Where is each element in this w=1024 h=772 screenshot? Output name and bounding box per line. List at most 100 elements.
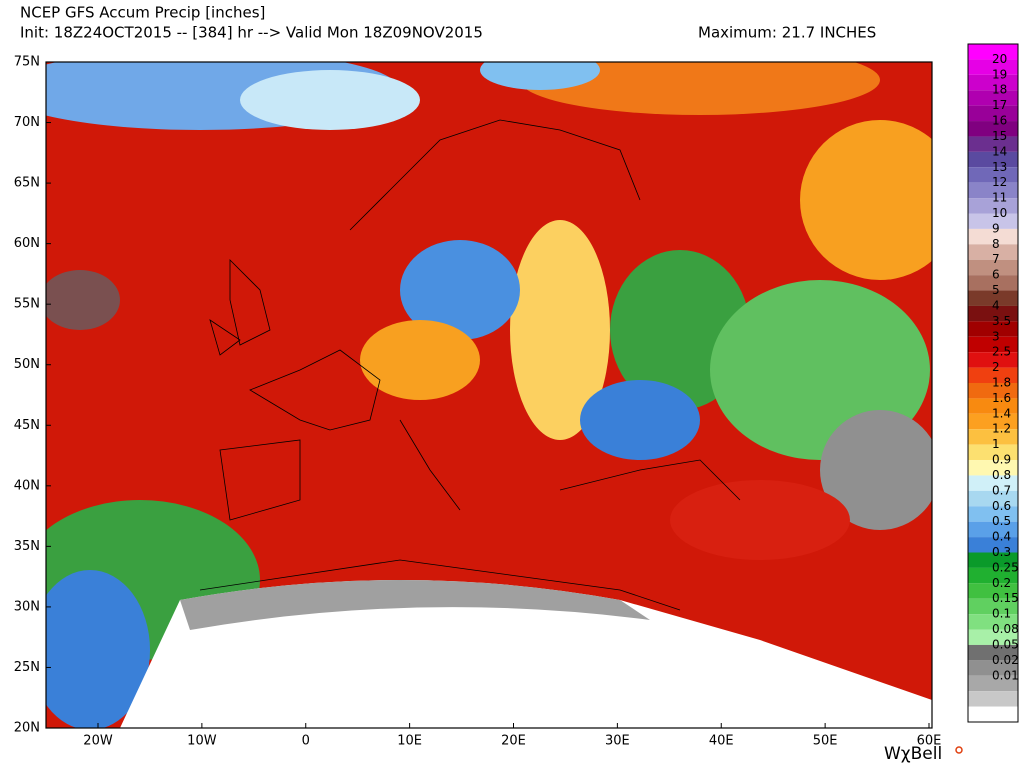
colorbar-label: 1.4 — [992, 406, 1011, 420]
colorbar-label: 0.08 — [992, 622, 1019, 636]
colorbar-label: 0.25 — [992, 560, 1019, 574]
colorbar-label: 12 — [992, 175, 1007, 189]
lon-label: 40E — [709, 734, 734, 749]
colorbar-label: 0.8 — [992, 468, 1011, 482]
colorbar-label: 0.3 — [992, 545, 1011, 559]
colorbar-swatch — [968, 398, 1018, 414]
lat-label: 30N — [14, 599, 40, 614]
colorbar-swatch — [968, 552, 1018, 568]
colorbar-label: 5 — [992, 283, 1000, 297]
colorbar-label: 9 — [992, 221, 1000, 235]
colorbar-swatch — [968, 259, 1018, 276]
lon-label: 30E — [605, 734, 630, 749]
lon-label: 20W — [83, 734, 113, 749]
precip-field — [46, 62, 932, 728]
colorbar-swatch — [968, 121, 1018, 137]
lat-label: 60N — [14, 236, 40, 251]
colorbar-label: 2.5 — [992, 345, 1011, 359]
colorbar-label: 1 — [992, 437, 1000, 451]
lat-label: 45N — [14, 418, 40, 433]
colorbar-swatch — [968, 644, 1018, 661]
colorbar-swatch — [968, 44, 1018, 60]
colorbar-label: 3 — [992, 329, 1000, 343]
colorbar-label: 15 — [992, 129, 1007, 143]
colorbar-label: 4 — [992, 298, 1000, 312]
colorbar-swatch — [968, 521, 1018, 538]
colorbar-swatch — [968, 136, 1018, 152]
colorbar-swatch — [968, 59, 1018, 75]
colorbar-swatch — [968, 444, 1018, 461]
colorbar-swatch — [968, 660, 1018, 676]
lat-label: 40N — [14, 478, 40, 493]
colorbar-swatch — [968, 213, 1018, 229]
lon-label: 10W — [187, 734, 217, 749]
colorbar-label: 18 — [992, 83, 1007, 97]
lat-label: 20N — [14, 721, 40, 736]
map-frame — [45, 61, 933, 729]
title: NCEP GFS Accum Precip [inches] — [20, 4, 265, 22]
colorbar-swatch — [968, 691, 1018, 707]
logo: WχBell — [884, 744, 942, 764]
colorbar-swatch — [968, 490, 1018, 507]
colorbar-label: 0.1 — [992, 607, 1011, 621]
subtitle: Init: 18Z24OCT2015 -- [384] hr --> Valid… — [20, 24, 483, 42]
lat-label: 65N — [14, 176, 40, 191]
colorbar-label: 0.6 — [992, 499, 1011, 513]
lon-label: 50E — [813, 734, 838, 749]
colorbar-swatch — [968, 90, 1018, 106]
colorbar-frame — [967, 43, 1019, 723]
colorbar-label: 11 — [992, 191, 1007, 205]
lon-label: 60E — [917, 734, 942, 749]
lat-label: 25N — [14, 660, 40, 675]
colorbar-label: 3.5 — [992, 314, 1011, 328]
lat-label: 55N — [14, 297, 40, 312]
colorbar: 20191817161514131211109876543.532.521.81… — [967, 43, 1019, 723]
colorbar-swatch — [968, 567, 1018, 584]
lon-label: 0 — [302, 734, 310, 749]
colorbar-label: 20 — [992, 52, 1007, 66]
colorbar-label: 1.8 — [992, 376, 1011, 390]
colorbar-swatch — [968, 675, 1018, 692]
colorbar-swatch — [968, 537, 1018, 553]
colorbar-label: 10 — [992, 206, 1007, 220]
borders — [199, 119, 741, 611]
colorbar-label: 14 — [992, 144, 1007, 158]
maximum: Maximum: 21.7 INCHES — [698, 24, 876, 42]
colorbar-swatch — [968, 244, 1018, 260]
colorbar-label: 0.15 — [992, 591, 1019, 605]
colorbar-swatch — [968, 460, 1018, 476]
colorbar-label: 0.9 — [992, 453, 1011, 467]
colorbar-label: 0.2 — [992, 576, 1011, 590]
colorbar-swatch — [968, 583, 1018, 599]
colorbar-label: 8 — [992, 237, 1000, 251]
lat-label: 35N — [14, 539, 40, 554]
lon-label: 10E — [397, 734, 422, 749]
lat-label: 75N — [14, 55, 40, 70]
colorbar-label: 0.01 — [992, 668, 1019, 682]
lon-axis: 20W 10W 0 10E 20E 30E 40E 50E 60E — [83, 723, 941, 749]
colorbar-label: 19 — [992, 67, 1007, 81]
lat-axis: 75N 70N 65N 60N 55N 50N 45N 40N 35N 30N 25N 20N — [14, 55, 51, 736]
colorbar-swatch — [968, 506, 1018, 522]
colorbar-swatch — [968, 321, 1018, 337]
colorbar-swatch — [968, 74, 1018, 91]
colorbar-label: 17 — [992, 98, 1007, 112]
colorbar-label: 16 — [992, 114, 1007, 128]
colorbar-swatch — [968, 706, 1018, 722]
colorbar-swatch — [968, 367, 1018, 383]
colorbar-swatch — [968, 336, 1018, 353]
colorbar-label: 0.7 — [992, 483, 1011, 497]
colorbar-swatch — [968, 105, 1018, 122]
colorbar-label: 6 — [992, 268, 1000, 282]
colorbar-label: 0.5 — [992, 514, 1011, 528]
colorbar-swatch — [968, 182, 1018, 199]
colorbar-swatch — [968, 429, 1018, 445]
colorbar-swatch — [968, 413, 1018, 430]
colorbar-swatch — [968, 598, 1018, 615]
colorbar-swatch — [968, 290, 1018, 306]
colorbar-swatch — [968, 614, 1018, 630]
colorbar-swatch — [968, 383, 1018, 399]
logo-dot — [955, 746, 963, 754]
colorbar-label: 7 — [992, 252, 1000, 266]
